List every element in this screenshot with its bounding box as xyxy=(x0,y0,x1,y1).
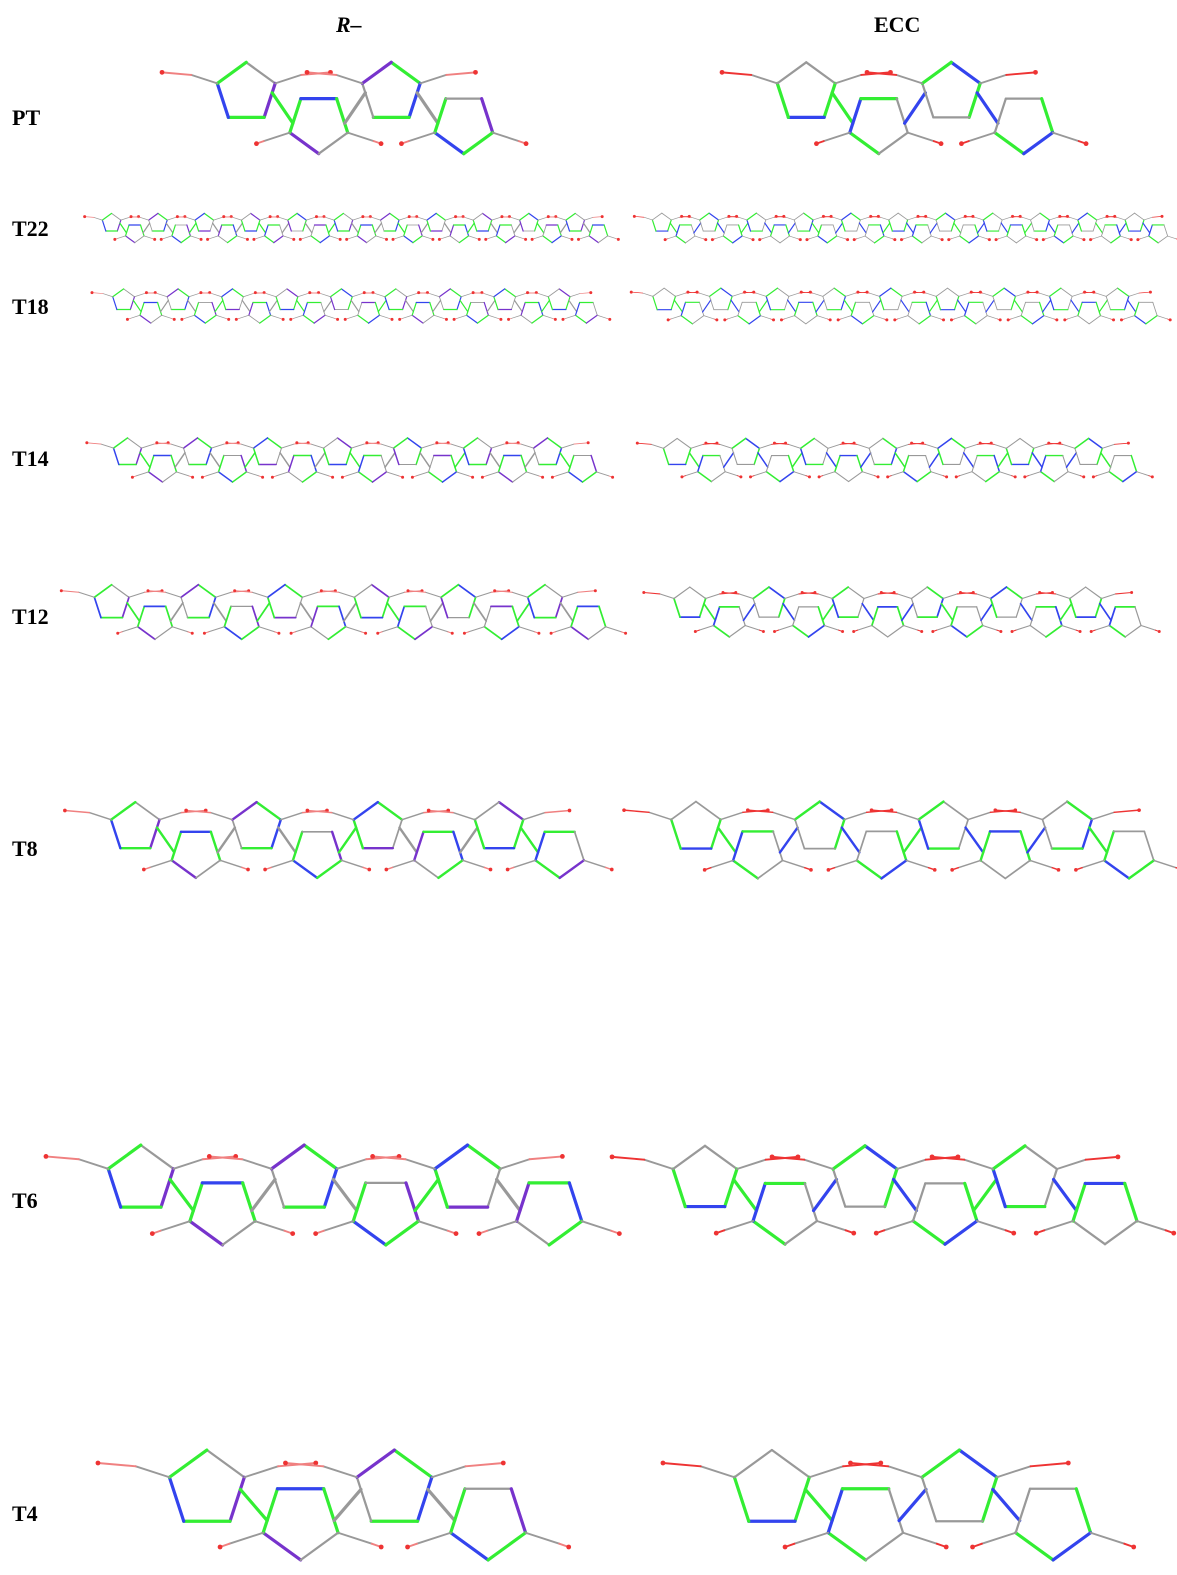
chain-ecc-t6 xyxy=(609,1144,1177,1246)
row-label-t22: T22 xyxy=(12,216,49,241)
row-label-pt: PT xyxy=(12,105,41,130)
chain-ecc-t8 xyxy=(622,800,1177,880)
chain-ecc-t12 xyxy=(642,586,1161,638)
chain-ecc-pt xyxy=(719,60,1089,156)
chain-r-minus-t8 xyxy=(63,800,614,880)
chain-r-minus-t14 xyxy=(85,437,615,483)
chain-ecc-t18 xyxy=(629,287,1172,325)
chain-r-minus-t6 xyxy=(43,1143,622,1247)
row-label-t12: T12 xyxy=(12,604,49,629)
chain-r-minus-t22 xyxy=(83,212,620,244)
row-label-t14: T14 xyxy=(12,446,49,471)
chain-r-minus-pt xyxy=(159,60,529,156)
column-header-r-minus: R– xyxy=(336,12,362,37)
chain-ecc-t4 xyxy=(660,1448,1137,1562)
row-label-t6: T6 xyxy=(12,1188,38,1213)
row-label-t18: T18 xyxy=(12,294,49,319)
row-label-t4: T4 xyxy=(12,1501,38,1526)
chain-ecc-t14 xyxy=(635,437,1154,483)
chain-r-minus-t12 xyxy=(59,583,628,641)
row-label-t8: T8 xyxy=(12,836,38,861)
column-header-ecc: ECC xyxy=(874,12,921,37)
chain-r-minus-t18 xyxy=(90,288,612,324)
chain-r-minus-t4 xyxy=(95,1448,572,1562)
chain-ecc-t22 xyxy=(632,212,1177,244)
